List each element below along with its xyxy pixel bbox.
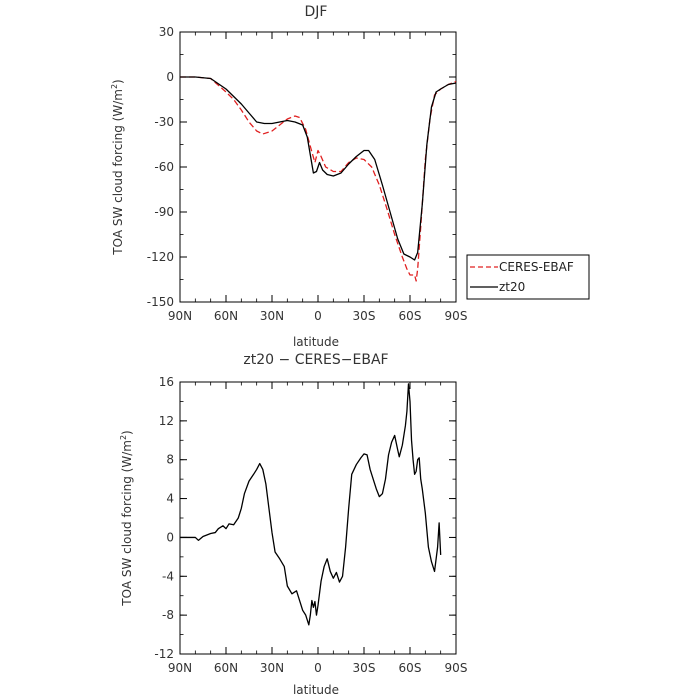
top-y-axis-label: TOA SW cloud forcing (W/m2) [110,79,125,255]
top-x-tick-label: 90N [168,309,192,323]
legend-box [466,254,590,300]
bottom-x-tick-label: 30S [353,661,376,675]
top-y-tick-label: -90 [154,205,174,219]
top-y-axis-label-sup: 2 [110,84,119,89]
bottom-y-axis-label-main: TOA SW cloud forcing (W/m [120,440,134,607]
top-series-line-ceres-ebaf [180,76,457,282]
bottom-x-tick-label: 0 [314,661,322,675]
bottom-plot-frame [179,381,457,655]
bottom-x-tick-label: 30N [260,661,284,675]
bottom-plot-area: -12 -8 -4 0 4 8 12 16 90N 60N 30N 0 30S 60S 90S [154,375,467,675]
legend: CERES-EBAF zt20 [466,254,590,300]
bottom-y-tick-label: 4 [166,492,174,506]
bottom-chart-title: zt20 − CERES−EBAF [243,352,388,368]
bottom-y-tick-label: -4 [162,569,174,583]
bottom-y-tick-label: 8 [166,453,174,467]
top-x-tick-label: 30S [353,309,376,323]
top-plot-area: -150 -120 -90 -60 -30 0 30 90N 60N 30N 0 30S 60S 90S [147,25,468,323]
top-y-tick-label: 30 [159,25,174,39]
top-x-tick-label: 30N [260,309,284,323]
bottom-x-tick-label: 60S [399,661,422,675]
legend-label-ceres-ebaf: CERES-EBAF [499,260,574,274]
top-y-tick-label: -60 [154,160,174,174]
top-x-tick-label: 90S [445,309,468,323]
top-y-axis-label-main: TOA SW cloud forcing (W/m [111,89,125,256]
bottom-x-tick-label: 60N [214,661,238,675]
panel-top-chart: DJF -150 -120 -90 -60 -30 0 30 90N 60N 30N 0 30S 60S… [110,4,467,349]
bottom-x-axis-label: latitude [293,683,339,697]
bottom-y-tick-label: 0 [166,530,174,544]
bottom-y-axis-label-close: ) [120,430,134,435]
top-x-tick-label: 60S [399,309,422,323]
top-y-tick-label: 0 [166,70,174,84]
bottom-y-tick-label: 12 [159,414,174,428]
bottom-y-tick-label: 16 [159,375,174,389]
bottom-series-line-difference [180,383,442,626]
bottom-y-axis-label: TOA SW cloud forcing (W/m2) [119,430,134,606]
top-y-axis-label-close: ) [111,79,125,84]
top-y-tick-label: -30 [154,115,174,129]
top-x-axis-label: latitude [293,335,339,349]
bottom-y-tick-label: -8 [162,608,174,622]
bottom-x-tick-label: 90S [445,661,468,675]
bottom-y-tick-label: -12 [154,647,174,661]
top-y-tick-label: -150 [147,295,174,309]
top-x-tick-label: 0 [314,309,322,323]
bottom-x-tick-label: 90N [168,661,192,675]
panel-bottom-chart: zt20 − CERES−EBAF -12 -8 -4 0 4 8 12 16 90N 60N 30… [119,352,467,697]
top-y-tick-label: -120 [147,250,174,264]
bottom-y-axis-label-sup: 2 [119,435,128,440]
legend-label-zt20: zt20 [499,280,525,294]
top-series-line-zt20 [180,76,457,261]
top-x-tick-label: 60N [214,309,238,323]
top-chart-title: DJF [305,4,328,20]
